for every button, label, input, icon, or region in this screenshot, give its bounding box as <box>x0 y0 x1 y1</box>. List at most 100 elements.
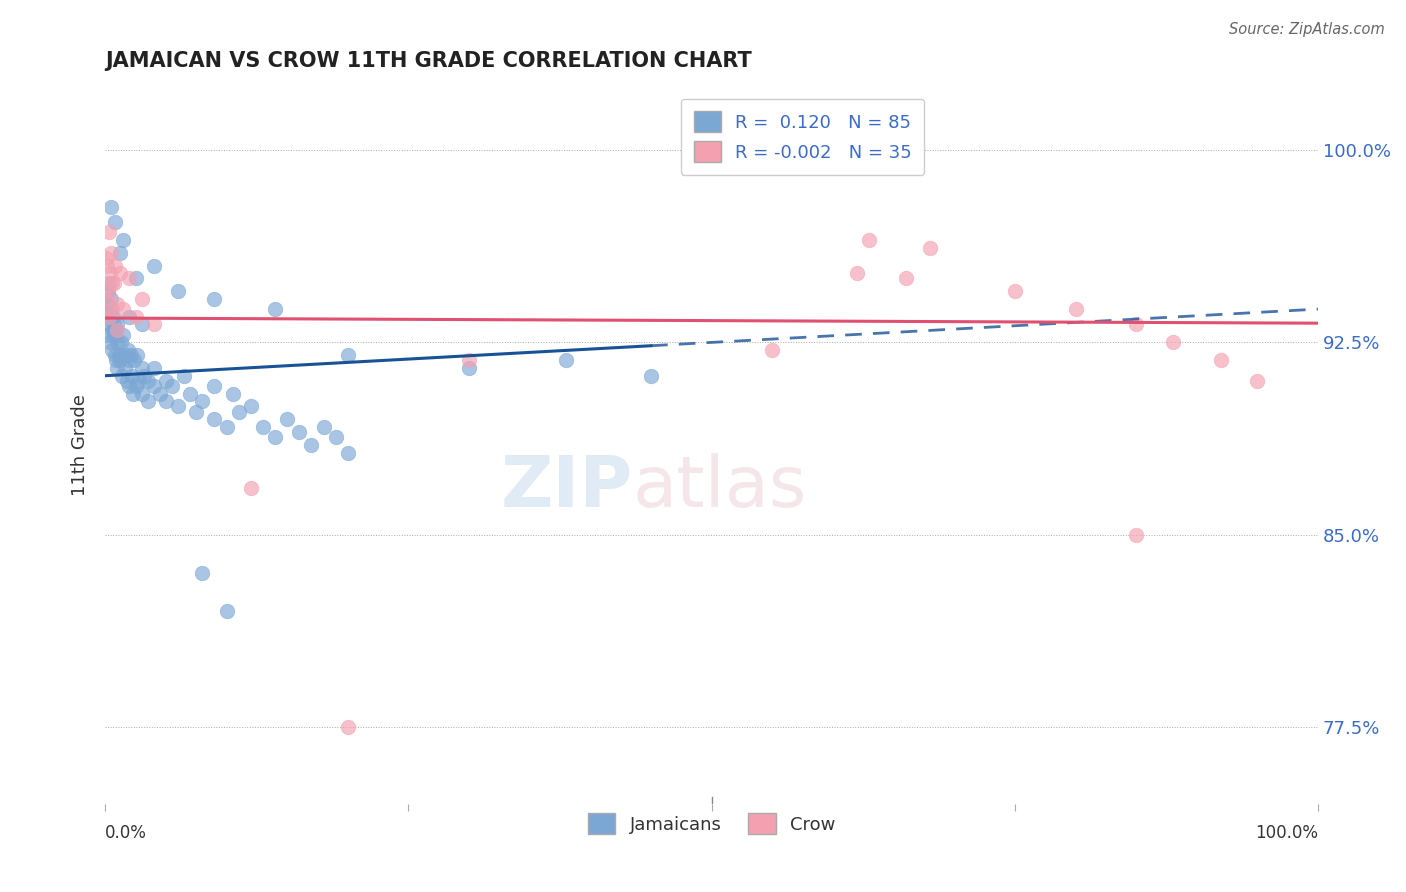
Point <box>97 284 120 298</box>
Point <box>108 353 131 368</box>
Point <box>105 322 128 336</box>
Point <box>136 394 159 409</box>
Point <box>125 348 148 362</box>
Point <box>112 302 135 317</box>
Point <box>108 245 131 260</box>
Point <box>101 310 124 324</box>
Point <box>167 284 190 298</box>
Point <box>105 322 128 336</box>
Point <box>761 343 783 357</box>
Text: 0.0%: 0.0% <box>105 824 148 842</box>
Point <box>122 386 145 401</box>
Point <box>103 318 125 332</box>
Point <box>96 297 118 311</box>
Point <box>155 374 177 388</box>
Point <box>215 605 238 619</box>
Point <box>640 368 662 383</box>
Point <box>112 327 135 342</box>
Point <box>325 430 347 444</box>
Point <box>100 302 122 317</box>
Point <box>94 251 117 265</box>
Point <box>894 271 917 285</box>
Text: 100.0%: 100.0% <box>1256 824 1319 842</box>
Point <box>97 318 120 332</box>
Point <box>228 404 250 418</box>
Point <box>97 310 120 324</box>
Point <box>100 302 122 317</box>
Point <box>124 310 146 324</box>
Point <box>179 386 201 401</box>
Legend: Jamaicans, Crow: Jamaicans, Crow <box>581 806 842 841</box>
Point <box>104 259 127 273</box>
Point <box>458 361 481 376</box>
Text: Source: ZipAtlas.com: Source: ZipAtlas.com <box>1229 22 1385 37</box>
Point <box>97 225 120 239</box>
Point <box>104 348 127 362</box>
Point <box>215 420 238 434</box>
Point <box>97 327 120 342</box>
Point <box>202 379 225 393</box>
Point <box>117 343 139 357</box>
Point <box>918 241 941 255</box>
Point <box>1064 302 1087 317</box>
Point <box>131 386 153 401</box>
Point <box>1161 335 1184 350</box>
Text: ZIP: ZIP <box>501 453 633 523</box>
Point <box>96 292 118 306</box>
Point <box>124 353 146 368</box>
Point <box>118 353 141 368</box>
Point <box>155 394 177 409</box>
Point <box>98 266 121 280</box>
Text: atlas: atlas <box>633 453 807 523</box>
Point <box>100 292 122 306</box>
Point <box>100 200 122 214</box>
Point <box>103 327 125 342</box>
Point <box>124 379 146 393</box>
Point <box>105 361 128 376</box>
Point <box>104 215 127 229</box>
Point <box>221 386 243 401</box>
Point <box>336 348 359 362</box>
Point <box>186 404 208 418</box>
Point <box>252 420 274 434</box>
Point <box>191 566 214 580</box>
Point <box>114 361 136 376</box>
Point <box>858 233 880 247</box>
Point <box>97 284 120 298</box>
Point <box>115 374 138 388</box>
Point <box>191 394 214 409</box>
Point <box>142 318 165 332</box>
Text: JAMAICAN VS CROW 11TH GRADE CORRELATION CHART: JAMAICAN VS CROW 11TH GRADE CORRELATION … <box>105 51 752 70</box>
Point <box>101 322 124 336</box>
Point <box>167 400 190 414</box>
Point <box>149 386 172 401</box>
Point <box>264 430 287 444</box>
Point <box>101 343 124 357</box>
Point <box>124 271 146 285</box>
Point <box>288 425 311 439</box>
Point <box>107 348 129 362</box>
Point <box>1246 374 1268 388</box>
Point <box>128 374 150 388</box>
Point <box>96 259 118 273</box>
Point <box>96 310 118 324</box>
Point <box>1125 527 1147 541</box>
Point <box>142 259 165 273</box>
Point <box>121 368 143 383</box>
Point <box>118 310 141 324</box>
Point <box>101 277 124 291</box>
Point <box>202 412 225 426</box>
Y-axis label: 11th Grade: 11th Grade <box>72 394 89 496</box>
Point <box>104 353 127 368</box>
Point <box>105 335 128 350</box>
Point <box>173 368 195 383</box>
Point <box>108 266 131 280</box>
Point <box>118 379 141 393</box>
Point <box>1125 318 1147 332</box>
Point <box>105 318 128 332</box>
Point <box>114 348 136 362</box>
Point <box>160 379 183 393</box>
Point <box>100 245 122 260</box>
Point <box>98 335 121 350</box>
Point <box>118 271 141 285</box>
